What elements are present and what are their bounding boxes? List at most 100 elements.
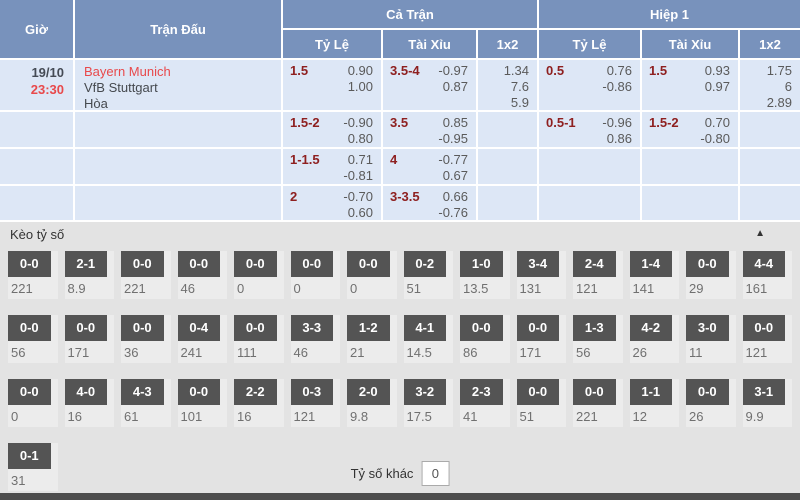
score-odds[interactable]: 12 [632,409,647,424]
over-under-line[interactable]: 4 [390,152,398,167]
score-odds[interactable]: 0 [293,281,301,296]
score-odds[interactable]: 51 [406,281,421,296]
odds-value[interactable]: 0.66 [442,189,468,204]
odds-value[interactable]: 7.6 [510,79,529,94]
score-box[interactable]: 0-0 [177,251,221,277]
odds-value[interactable]: 0.93 [704,63,730,78]
score-cell[interactable]: 0-0 0 [347,251,397,299]
score-cell[interactable]: 4-4 161 [742,251,792,299]
score-box[interactable]: 4-4 [742,251,786,277]
odds-value[interactable]: 1.00 [347,79,373,94]
score-cell[interactable]: 0-0 221 [573,379,623,427]
score-box[interactable]: 0-0 [686,379,729,405]
score-odds[interactable]: 56 [11,345,26,360]
score-box[interactable]: 0-1 [8,443,51,469]
score-cell[interactable]: 0-0 56 [8,315,58,363]
score-odds[interactable]: 17.5 [406,409,432,424]
score-box[interactable]: 3-2 [403,379,447,405]
over-under-line[interactable]: 1.5-2 [649,115,679,130]
score-odds[interactable]: 11 [689,345,703,360]
score-odds[interactable]: 13.5 [463,281,489,296]
score-cell[interactable]: 0-0 111 [234,315,284,363]
score-odds[interactable]: 86 [463,345,478,360]
score-cell[interactable]: 0-0 221 [8,251,58,299]
score-odds[interactable]: 36 [124,345,139,360]
score-odds[interactable]: 16 [237,409,252,424]
score-cell[interactable]: 1-3 56 [573,315,623,363]
score-odds[interactable]: 26 [689,409,704,424]
odds-value[interactable]: 0.86 [606,131,632,146]
score-odds[interactable]: 101 [180,409,203,424]
score-cell[interactable]: 0-3 121 [290,379,340,427]
score-cell[interactable]: 3-3 46 [290,315,340,363]
score-odds[interactable]: 56 [576,345,591,360]
score-cell[interactable]: 2-0 9.8 [347,379,397,427]
odds-value[interactable]: 5.9 [510,95,529,110]
score-cell[interactable]: 0-0 0 [8,379,58,427]
score-box[interactable]: 0-0 [177,379,221,405]
score-cell[interactable]: 0-0 29 [686,251,736,299]
score-odds[interactable]: 171 [519,345,542,360]
score-box[interactable]: 1-2 [347,315,390,341]
score-odds[interactable]: 16 [67,409,82,424]
odds-value[interactable]: 0.80 [347,131,373,146]
score-odds[interactable]: 121 [293,409,316,424]
odds-value[interactable]: 0.90 [347,63,373,78]
score-box[interactable]: 0-3 [290,379,334,405]
score-cell[interactable]: 1-0 13.5 [460,251,510,299]
score-cell[interactable]: 2-1 8.9 [64,251,114,299]
odds-value[interactable]: -0.95 [438,131,468,146]
score-box[interactable]: 1-1 [629,379,673,405]
odds-value[interactable]: -0.86 [602,79,632,94]
score-odds[interactable]: 131 [519,281,542,296]
score-cell[interactable]: 0-0 26 [686,379,736,427]
score-odds[interactable]: 121 [745,345,768,360]
score-box[interactable]: 2-4 [573,251,616,277]
odds-value[interactable]: 0.60 [347,205,373,220]
handicap-line[interactable]: 0.5 [546,63,565,78]
score-odds[interactable]: 0 [11,409,19,424]
score-box[interactable]: 0-0 [516,315,560,341]
score-odds[interactable]: 9.9 [745,409,764,424]
other-score-value-box[interactable]: 0 [421,461,450,486]
score-cell[interactable]: 1-1 12 [629,379,679,427]
score-odds[interactable]: 0 [237,281,245,296]
score-odds[interactable]: 29 [689,281,704,296]
score-odds[interactable]: 46 [293,345,308,360]
score-cell[interactable]: 4-3 61 [121,379,171,427]
score-box[interactable]: 0-0 [8,251,51,277]
score-box[interactable]: 0-0 [8,379,51,405]
score-cell[interactable]: 0-4 241 [177,315,227,363]
odds-value[interactable]: -0.96 [602,115,632,130]
score-cell[interactable]: 2-2 16 [234,379,284,427]
score-odds[interactable]: 161 [745,281,768,296]
odds-value[interactable]: 0.97 [704,79,730,94]
score-box[interactable]: 1-3 [573,315,616,341]
score-cell[interactable]: 2-3 41 [460,379,510,427]
odds-value[interactable]: 1.34 [503,63,529,78]
score-cell[interactable]: 1-4 141 [629,251,679,299]
score-odds[interactable]: 241 [180,345,203,360]
score-box[interactable]: 4-2 [629,315,673,341]
score-cell[interactable]: 3-0 11 [686,315,736,363]
score-odds[interactable]: 46 [180,281,195,296]
score-odds[interactable]: 31 [11,473,26,488]
score-cell[interactable]: 2-4 121 [573,251,623,299]
score-cell[interactable]: 0-0 171 [516,315,566,363]
handicap-line[interactable]: 2 [290,189,298,204]
score-odds[interactable]: 141 [632,281,655,296]
score-odds[interactable]: 41 [463,409,478,424]
score-box[interactable]: 0-0 [234,315,277,341]
odds-value[interactable]: 2.89 [766,95,792,110]
over-under-line[interactable]: 1.5 [649,63,668,78]
score-box[interactable]: 0-2 [403,251,447,277]
score-odds[interactable]: 8.9 [67,281,86,296]
odds-value[interactable]: 1.75 [766,63,792,78]
score-cell[interactable]: 0-0 121 [742,315,792,363]
score-odds[interactable]: 171 [67,345,90,360]
odds-value[interactable]: 0.87 [442,79,468,94]
score-box[interactable]: 0-0 [573,379,616,405]
handicap-line[interactable]: 1-1.5 [290,152,320,167]
score-box[interactable]: 0-0 [290,251,334,277]
odds-value[interactable]: -0.90 [343,115,373,130]
